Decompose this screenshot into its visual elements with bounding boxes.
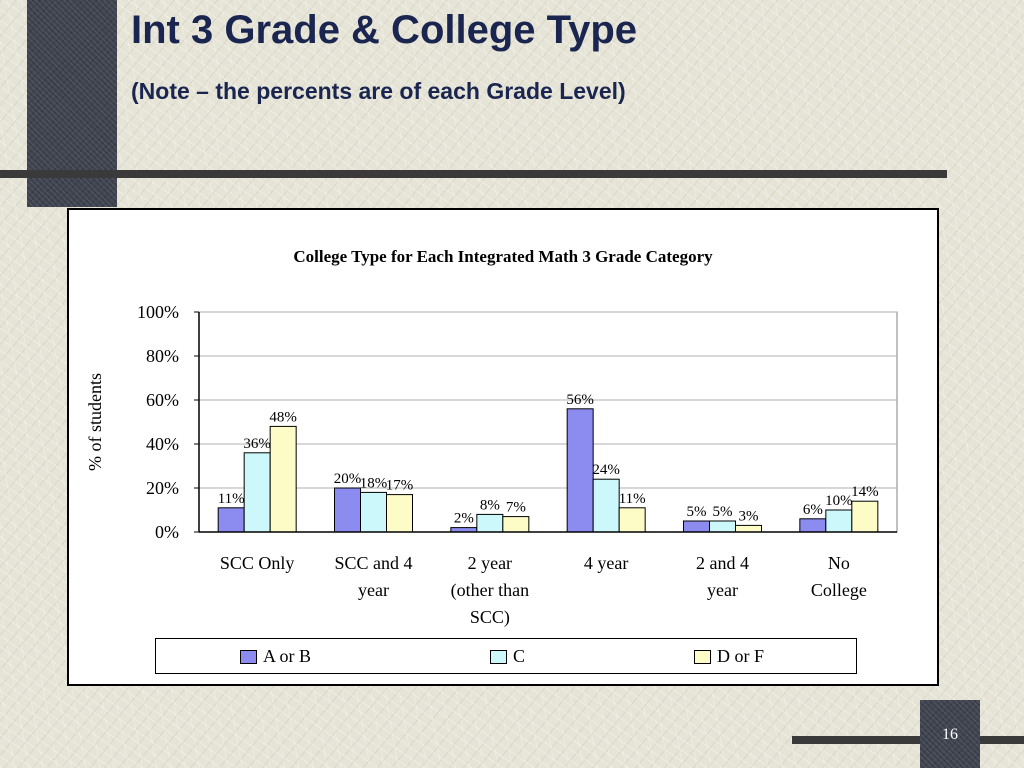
data-label: 5% — [687, 504, 707, 520]
data-label: 2% — [454, 511, 474, 527]
x-category-label: 4 year — [584, 553, 628, 573]
x-category-label: No — [828, 553, 850, 573]
data-label: 11% — [218, 491, 245, 507]
data-label: 18% — [360, 475, 388, 491]
y-tick-label: 0% — [155, 522, 179, 542]
data-label: 6% — [803, 502, 823, 518]
page-number: 16 — [942, 726, 958, 743]
bar — [386, 494, 413, 533]
bar — [618, 507, 646, 533]
y-tick-label: 20% — [146, 478, 179, 498]
data-label: 10% — [825, 493, 853, 509]
x-category-label: 2 year — [468, 553, 512, 573]
chart-legend: A or B C D or F — [155, 638, 857, 674]
x-category-label: 2 and 4 — [696, 553, 749, 573]
bar — [334, 487, 361, 533]
bar — [269, 425, 297, 533]
bar — [360, 491, 387, 533]
legend-label-a-or-b: A or B — [263, 646, 312, 666]
y-axis-title: % of students — [85, 373, 105, 471]
data-label: 20% — [334, 471, 362, 487]
y-tick-label: 40% — [146, 434, 179, 454]
x-category-label: College — [811, 580, 867, 600]
legend-item-a-or-b: A or B — [240, 646, 311, 667]
bar — [735, 524, 762, 533]
x-category-label: year — [707, 580, 738, 600]
bar — [243, 452, 271, 533]
bar-chart: College Type for Each Integrated Math 3 … — [85, 247, 898, 628]
top-divider — [0, 170, 947, 178]
x-category-label: SCC) — [470, 607, 510, 628]
legend-swatch-d-or-f — [694, 649, 711, 664]
chart-frame: College Type for Each Integrated Math 3 … — [67, 208, 939, 686]
y-tick-label: 100% — [137, 302, 179, 322]
y-tick-label: 60% — [146, 390, 179, 410]
data-label: 11% — [619, 491, 646, 507]
page-number-box: 16 — [920, 700, 980, 768]
data-label: 48% — [269, 409, 297, 425]
data-label: 24% — [592, 462, 620, 478]
data-label: 17% — [386, 478, 414, 494]
legend-item-d-or-f: D or F — [694, 646, 764, 667]
bar — [799, 518, 827, 533]
bar — [825, 509, 853, 533]
bar — [709, 520, 736, 533]
bar — [592, 478, 620, 533]
legend-swatch-c — [490, 649, 507, 664]
data-label: 5% — [713, 504, 733, 520]
data-label: 8% — [480, 497, 500, 513]
bar — [476, 513, 504, 533]
plot-area — [198, 311, 898, 533]
bar — [217, 507, 245, 533]
data-label: 7% — [506, 500, 526, 516]
x-category-label: SCC Only — [220, 553, 295, 573]
x-category-label: year — [358, 580, 389, 600]
chart-title: College Type for Each Integrated Math 3 … — [293, 247, 713, 266]
legend-label-c: C — [513, 646, 526, 666]
data-label: 56% — [566, 392, 594, 408]
legend-swatch-a-or-b — [240, 649, 257, 664]
data-label: 14% — [851, 484, 879, 500]
x-category-label: (other than — [451, 580, 529, 601]
bar — [851, 500, 879, 533]
bar — [502, 516, 530, 533]
bar — [683, 520, 710, 533]
x-category-label: SCC and 4 — [334, 553, 412, 573]
legend-label-d-or-f: D or F — [717, 646, 765, 666]
slide-subtitle: (Note – the percents are of each Grade L… — [131, 78, 626, 104]
data-label: 3% — [739, 508, 759, 524]
bottom-divider — [792, 736, 1024, 744]
y-tick-label: 80% — [146, 346, 179, 366]
legend-item-c: C — [490, 646, 525, 667]
data-label: 36% — [243, 436, 271, 452]
slide-title: Int 3 Grade & College Type — [131, 8, 638, 52]
bar — [566, 408, 594, 533]
